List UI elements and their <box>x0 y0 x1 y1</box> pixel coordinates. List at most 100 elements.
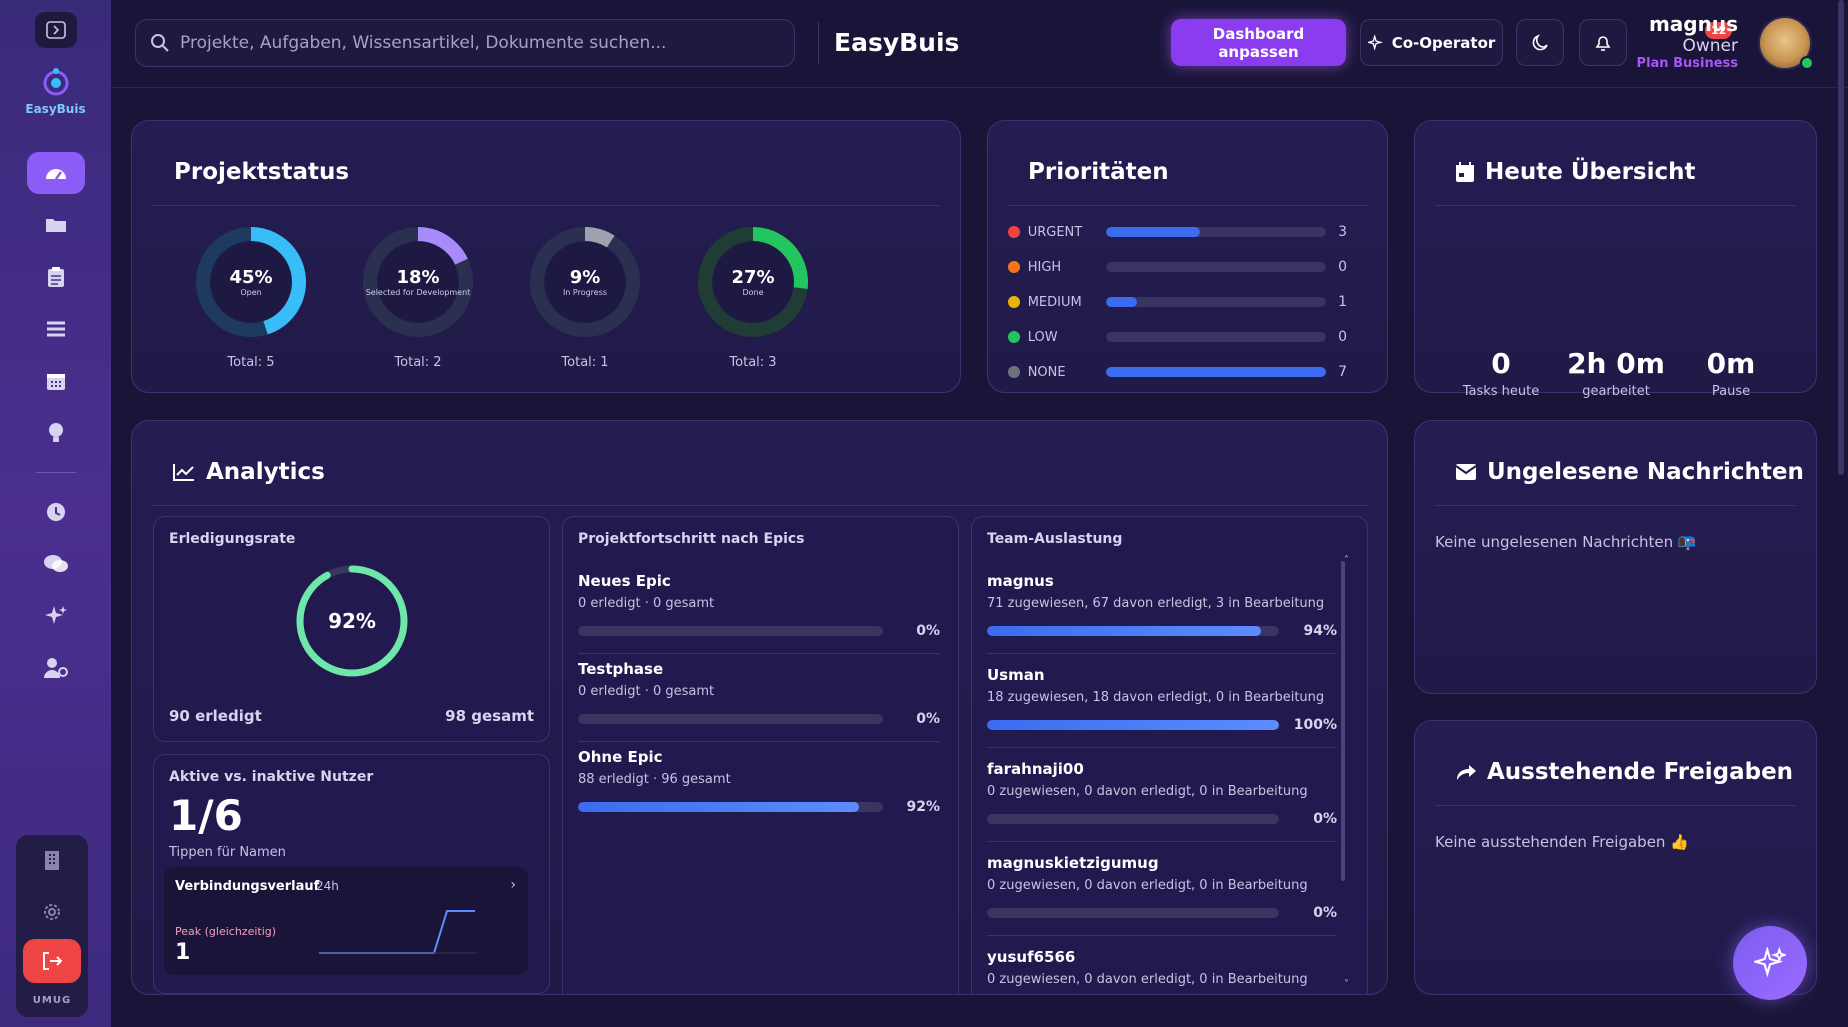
customize-dashboard-button[interactable]: Dashboard anpassen <box>1171 19 1346 66</box>
status-donut[interactable]: 9% In Progress Total: 1 <box>522 219 648 370</box>
donut-pct: 9% <box>569 267 601 288</box>
team-member[interactable]: yusuf6566 0 zugewiesen, 0 davon erledigt,… <box>987 948 1337 987</box>
ai-assistant-fab[interactable] <box>1733 926 1807 1000</box>
sidebar-item-tasks[interactable] <box>27 256 85 298</box>
avatar[interactable] <box>1758 16 1812 70</box>
brand-divider <box>818 22 819 64</box>
priority-row[interactable]: MEDIUM 1 <box>1008 292 1347 312</box>
chevron-right-icon[interactable]: › <box>510 877 516 893</box>
connection-history-period: 24h <box>316 879 339 893</box>
sparkle-icon <box>1367 34 1383 51</box>
sidebar-item-backlog[interactable] <box>27 308 85 350</box>
epic-item[interactable]: Testphase 0 erledigt · 0 gesamt 0% <box>578 660 940 742</box>
sidebar-item-users[interactable] <box>27 647 85 689</box>
nachrichten-title-wrap: Ungelesene Nachrichten <box>1455 459 1804 485</box>
search-bar[interactable] <box>135 19 795 67</box>
team-progress: 100% <box>987 717 1337 733</box>
active-users-card[interactable]: Aktive vs. inaktive Nutzer 1/6 Tippen fü… <box>153 754 550 994</box>
sidebar-bottom-panel: UMUG <box>16 835 88 1017</box>
card-divider <box>152 205 940 206</box>
team-member-name: magnus <box>987 572 1054 590</box>
chevron-down-icon[interactable]: ˅ <box>1344 979 1349 990</box>
envelope-icon <box>1455 464 1477 480</box>
priority-bar-fill <box>1105 367 1327 377</box>
stat-label: gearbeitet <box>1582 384 1650 399</box>
team-member[interactable]: magnuskietzigumug 0 zugewiesen, 0 davon e… <box>987 854 1337 936</box>
sidebar-toggle-button[interactable] <box>34 12 77 48</box>
epic-meta: 0 erledigt · 0 gesamt <box>578 684 715 699</box>
priority-bar <box>1105 332 1327 342</box>
logout-button[interactable] <box>23 939 81 983</box>
sidebar-item-dashboard[interactable] <box>26 152 85 194</box>
page-scrollbar[interactable] <box>1838 0 1844 475</box>
priority-name: LOW <box>1027 329 1058 345</box>
sidebar-item-knowledge[interactable] <box>27 412 85 454</box>
theme-toggle-button[interactable] <box>1516 19 1564 66</box>
team-progress: 0% <box>987 811 1337 827</box>
priority-row[interactable]: URGENT 3 <box>1008 222 1347 242</box>
completion-ring-fill <box>296 565 408 677</box>
projektstatus-title: Projektstatus <box>174 159 350 185</box>
brand-title: EasyBuis <box>834 28 960 57</box>
team-progress-fill <box>987 720 1279 730</box>
notification-badge: 12 <box>1705 22 1733 39</box>
sidebar-item-projects[interactable] <box>27 204 85 246</box>
chevron-up-icon[interactable]: ˄ <box>1344 555 1349 566</box>
epic-item[interactable]: Neues Epic 0 erledigt · 0 gesamt 0% <box>578 572 940 654</box>
heute-card: Heute Übersicht 0 Tasks heute 2h 0m gear… <box>1414 120 1817 399</box>
sidebar-item-ai[interactable] <box>27 595 85 637</box>
completion-pct: 92% <box>328 609 376 633</box>
heute-title-wrap: Heute Übersicht <box>1455 159 1695 185</box>
donut-label: In Progress <box>562 288 608 297</box>
connection-history-panel[interactable]: Verbindungsverlauf 24h › Peak (gleichzei… <box>164 867 528 975</box>
priority-row[interactable]: LOW 0 <box>1008 327 1347 347</box>
panel-toggle-icon <box>45 21 66 39</box>
epic-progress-track <box>578 626 883 636</box>
team-progress-track <box>987 908 1279 918</box>
stat-tasks-today: 0 Tasks heute <box>1446 347 1556 399</box>
donut-pct: 18% <box>396 267 440 288</box>
priority-dot <box>1008 261 1020 273</box>
team-progress-fill <box>987 626 1262 636</box>
epic-item[interactable]: Ohne Epic 88 erledigt · 96 gesamt 92% <box>578 748 940 815</box>
team-divider <box>987 747 1337 748</box>
status-donut[interactable]: 18% Selected for Development Total: 2 <box>355 219 481 370</box>
sidebar-item-time[interactable] <box>27 491 85 533</box>
status-donut[interactable]: 27% Done Total: 3 <box>690 219 816 370</box>
team-member[interactable]: magnus 71 zugewiesen, 67 davon erledigt, … <box>987 572 1337 654</box>
priority-bar-fill <box>1105 227 1201 237</box>
sidebar-item-chat[interactable] <box>27 543 85 585</box>
team-progress-track <box>987 814 1279 824</box>
team-member[interactable]: Usman 18 zugewiesen, 18 davon erledigt, 0… <box>987 666 1337 748</box>
nachrichten-card: Ungelesene Nachrichten Keine ungelesenen… <box>1414 420 1817 694</box>
user-plan: Plan Business <box>1636 56 1738 71</box>
sidebar-item-settings[interactable] <box>41 901 63 927</box>
user-role: Owner <box>1682 36 1738 56</box>
sidebar-item-calendar[interactable] <box>27 360 85 402</box>
status-donut[interactable]: 45% Open Total: 5 <box>188 219 314 370</box>
team-scrollbar[interactable] <box>1341 561 1345 881</box>
co-operator-button[interactable]: Co-Operator <box>1360 19 1503 66</box>
active-users-value: 1/6 <box>169 791 243 840</box>
search-input[interactable] <box>180 33 780 53</box>
priority-bar-fill <box>1105 297 1137 307</box>
co-operator-label: Co-Operator <box>1391 33 1496 52</box>
priority-value: 0 <box>1338 329 1347 345</box>
team-member[interactable]: farahnaji00 0 zugewiesen, 0 davon erledig… <box>987 760 1337 842</box>
sidebar-item-company[interactable] <box>43 849 61 875</box>
stat-value: 0m <box>1706 347 1756 380</box>
notifications-button[interactable] <box>1579 19 1627 66</box>
sidebar-logo[interactable]: EasyBuis <box>25 66 86 116</box>
sparkle-icon <box>44 606 67 624</box>
prioritaeten-card: Prioritäten URGENT 3 HIGH 0 MEDIUM 1 LOW 0 NONE 7 <box>987 120 1388 393</box>
stat-value: 2h 0m <box>1567 347 1665 380</box>
logout-icon <box>43 952 63 970</box>
epic-meta: 88 erledigt · 96 gesamt <box>578 772 731 787</box>
card-divider <box>1435 205 1796 206</box>
priority-bar <box>1105 297 1327 307</box>
epic-divider <box>578 741 940 742</box>
priority-row[interactable]: HIGH 0 <box>1008 257 1347 277</box>
moon-icon <box>1532 33 1548 50</box>
priority-row[interactable]: NONE 7 <box>1008 362 1347 382</box>
user-info[interactable]: magnus Owner Plan Business <box>1637 12 1738 71</box>
